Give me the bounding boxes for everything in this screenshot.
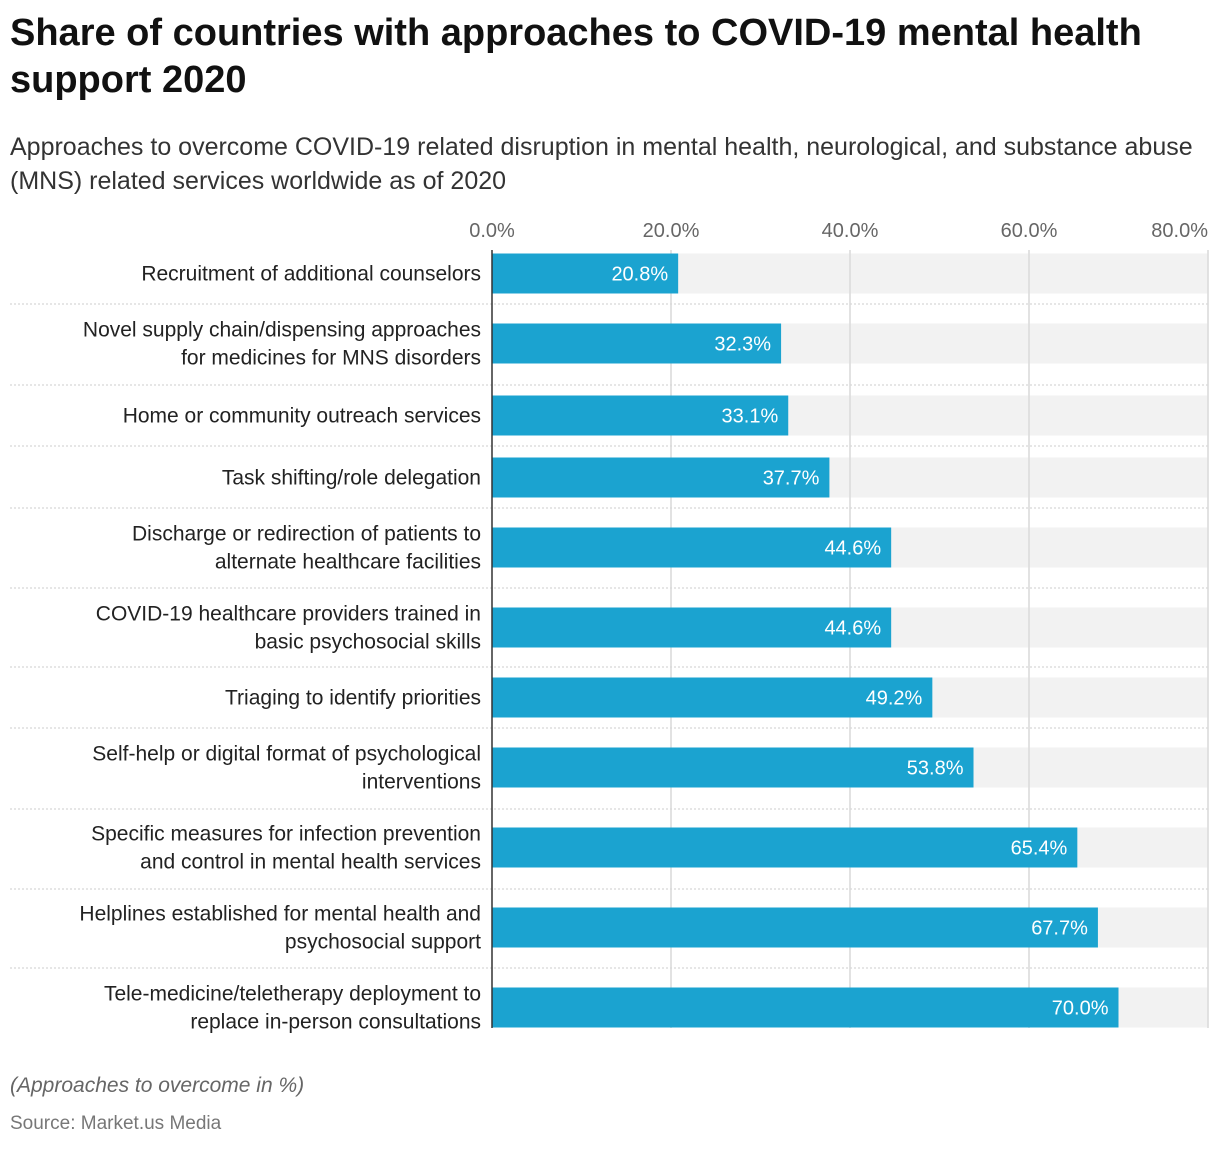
category-label: Specific measures for infection preventi…	[91, 823, 481, 846]
bar	[492, 907, 1098, 948]
chart-title: Share of countries with approaches to CO…	[10, 12, 1142, 101]
category-label: Recruitment of additional counselors	[141, 263, 481, 286]
bar	[492, 457, 830, 498]
data-label: 70.0%	[1052, 998, 1109, 1020]
chart-subtitle: Approaches to overcome COVID-19 related …	[10, 133, 1193, 195]
bar	[492, 827, 1078, 868]
chart-note: (Approaches to overcome in %)	[10, 1074, 305, 1097]
data-label: 33.1%	[722, 406, 779, 428]
bar	[492, 607, 892, 648]
data-label: 67.7%	[1031, 918, 1088, 940]
bar	[492, 987, 1119, 1028]
category-label: Tele-medicine/teletherapy deployment to	[104, 983, 481, 1006]
source-credit: Source: Market.us Media	[10, 1113, 222, 1134]
bar	[492, 527, 892, 568]
bar	[492, 747, 974, 788]
category-label: COVID-19 healthcare providers trained in	[96, 603, 481, 626]
data-label: 49.2%	[866, 688, 923, 710]
category-label: replace in-person consultations	[190, 1011, 481, 1034]
category-label: psychosocial support	[285, 931, 481, 954]
bar	[492, 677, 933, 718]
category-label: Task shifting/role delegation	[222, 467, 481, 490]
category-label: Home or community outreach services	[123, 405, 481, 428]
x-tick-label: 20.0%	[643, 220, 700, 242]
data-label: 53.8%	[907, 758, 964, 780]
category-label: Discharge or redirection of patients to	[132, 523, 481, 546]
bar-chart: 0.0% 20.0% 40.0% 60.0% 80.0% Recruitment of …	[10, 220, 1209, 1034]
category-label: Helplines established for mental health …	[79, 903, 481, 926]
data-label: 37.7%	[763, 468, 820, 490]
category-label: Novel supply chain/dispensing approaches	[83, 319, 481, 342]
category-label: Self-help or digital format of psycholog…	[92, 743, 481, 766]
category-label: and control in mental health services	[140, 851, 481, 874]
data-label: 44.6%	[824, 538, 881, 560]
x-tick-label: 80.0%	[1151, 220, 1208, 242]
bar	[492, 395, 789, 436]
bar	[492, 323, 782, 364]
category-label: for medicines for MNS disorders	[181, 347, 481, 370]
x-tick-label: 0.0%	[469, 220, 515, 242]
data-label: 65.4%	[1011, 838, 1068, 860]
bar	[492, 253, 679, 294]
category-label: alternate healthcare facilities	[215, 551, 481, 574]
x-tick-label: 40.0%	[822, 220, 879, 242]
data-label: 32.3%	[714, 334, 771, 356]
data-label: 20.8%	[611, 264, 668, 286]
category-label: interventions	[362, 771, 481, 794]
x-tick-label: 60.0%	[1001, 220, 1058, 242]
data-label: 44.6%	[824, 618, 881, 640]
category-label: basic psychosocial skills	[255, 631, 481, 654]
category-label: Triaging to identify priorities	[225, 687, 481, 710]
